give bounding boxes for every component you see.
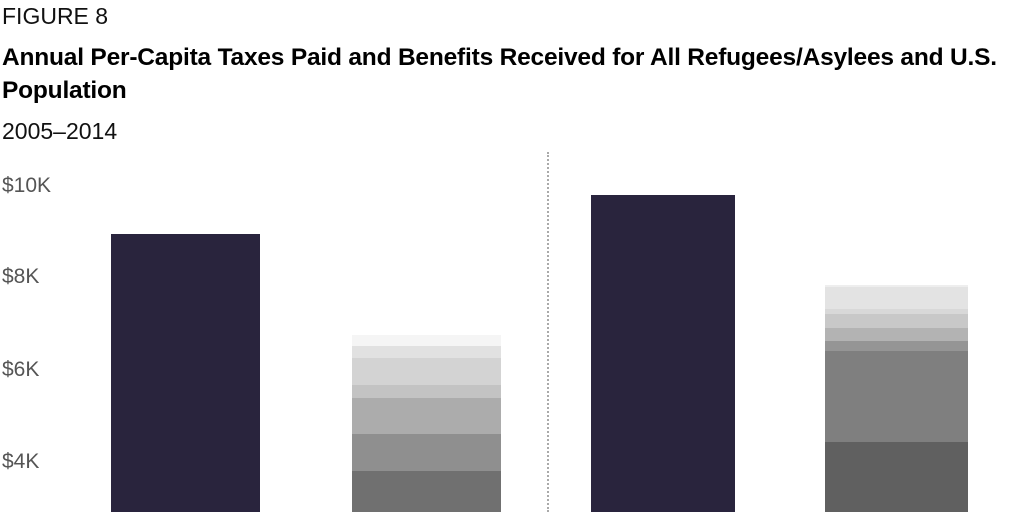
bar-refugee-taxes [111, 234, 260, 512]
benefit-segment [352, 358, 501, 385]
y-tick-4k: $4K [2, 450, 40, 473]
benefit-segment [825, 328, 968, 341]
benefit-segment [352, 398, 501, 434]
bar-refugee-benefits [352, 335, 501, 512]
benefit-segment [352, 434, 501, 471]
y-tick-8k: $8K [2, 265, 40, 288]
bar-us-benefits [825, 285, 968, 512]
benefit-segment [825, 287, 968, 309]
benefit-segment [352, 471, 501, 512]
y-tick-6k: $6K [2, 358, 40, 381]
benefit-segment [352, 346, 501, 358]
benefit-segment [825, 442, 968, 512]
benefit-segment [352, 335, 501, 346]
figure-label: FIGURE 8 [2, 3, 109, 29]
chart-title: Annual Per-Capita Taxes Paid and Benefit… [2, 44, 997, 104]
chart-subtitle: 2005–2014 [2, 118, 118, 144]
y-tick-10k: $10K [2, 174, 52, 197]
panel-divider [547, 152, 549, 512]
benefit-segment [352, 385, 501, 398]
bar-us-taxes [591, 195, 735, 512]
benefit-segment [825, 314, 968, 328]
benefit-segment [825, 351, 968, 442]
benefit-segment [825, 341, 968, 351]
benefit-segment [825, 309, 968, 314]
benefit-segment [825, 285, 968, 287]
